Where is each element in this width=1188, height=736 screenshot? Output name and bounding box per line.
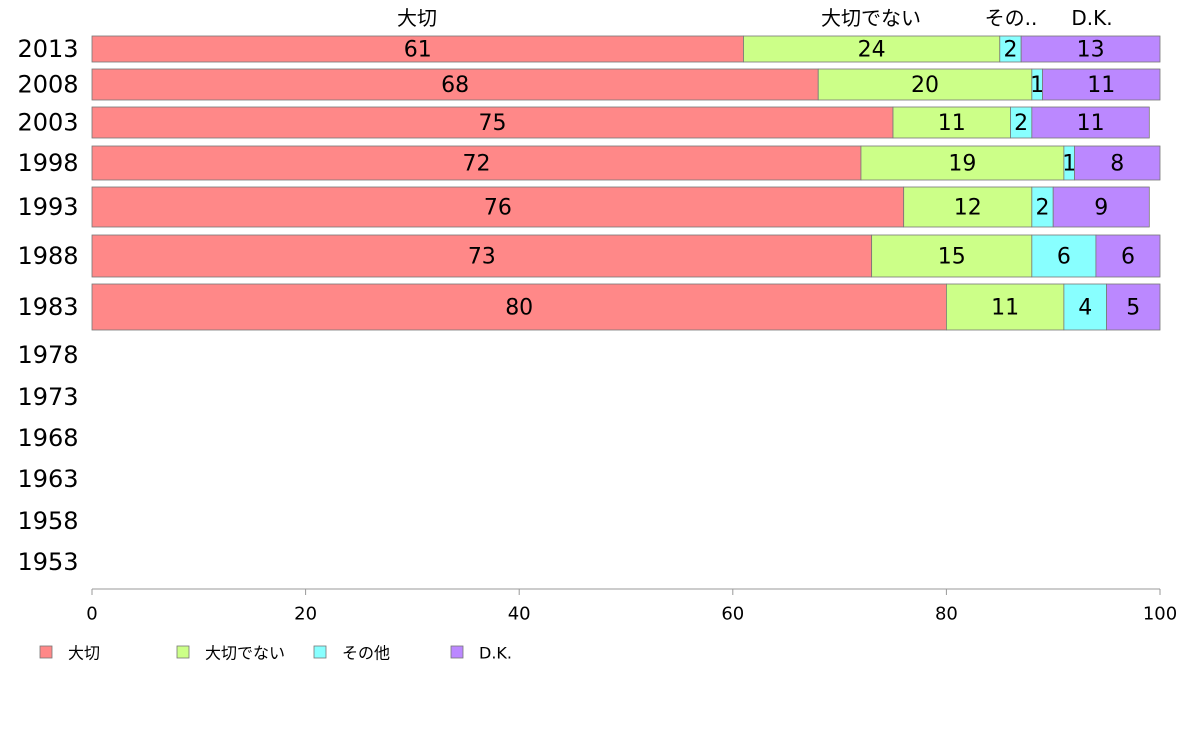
year-label: 2008 <box>17 71 78 99</box>
legend-swatch <box>39 645 53 659</box>
year-label: 1988 <box>17 242 78 270</box>
bar-segment <box>1042 68 1161 101</box>
bar-value-label: 11 <box>1087 73 1115 98</box>
bar-segment <box>1052 186 1150 228</box>
year-label: 1968 <box>17 424 78 452</box>
x-tick-label: 60 <box>721 604 744 625</box>
bar-value-label: 13 <box>1077 38 1105 63</box>
bar-value-label: 76 <box>484 196 512 221</box>
bar-segment <box>91 35 744 63</box>
bar-value-label: 2 <box>1036 196 1050 221</box>
bar-value-label: 75 <box>479 111 507 136</box>
bar-value-label: 12 <box>954 196 982 221</box>
year-label: 1993 <box>17 193 78 221</box>
legend-swatch <box>176 645 190 659</box>
year-label: 1998 <box>17 149 78 177</box>
bar-value-label: 8 <box>1110 152 1124 177</box>
x-tick-label: 20 <box>294 604 317 625</box>
bar-segment <box>1074 145 1161 181</box>
bar-value-label: 6 <box>1121 245 1135 270</box>
bar-segment <box>743 35 1001 63</box>
bar-segment <box>1020 35 1161 63</box>
year-label: 1978 <box>17 341 78 369</box>
year-label: 1958 <box>17 507 78 535</box>
bar-segment <box>1106 283 1161 331</box>
bar-value-label: 72 <box>462 152 490 177</box>
bar-segment <box>91 234 873 278</box>
series-header: 大切 <box>397 6 437 30</box>
bar-value-label: 68 <box>441 73 469 98</box>
legend-label: その他 <box>342 644 390 663</box>
bar-segment <box>1095 234 1161 278</box>
bar-segment <box>946 283 1065 331</box>
year-label: 1983 <box>17 293 78 321</box>
bar-value-label: 1 <box>1030 73 1044 98</box>
bar-segment <box>871 234 1033 278</box>
bar-segment <box>91 145 862 181</box>
bar-segment <box>1031 106 1150 139</box>
bar-segment <box>892 106 1011 139</box>
bar-segment <box>1031 234 1097 278</box>
series-header: その.. <box>985 6 1038 30</box>
x-tick-label: 100 <box>1143 604 1177 625</box>
legend-swatch <box>313 645 327 659</box>
legend-label: D.K. <box>479 644 512 663</box>
bar-value-label: 5 <box>1126 296 1140 321</box>
x-tick-label: 80 <box>935 604 958 625</box>
bar-value-label: 15 <box>938 245 966 270</box>
bar-value-label: 1 <box>1062 152 1076 177</box>
bar-segment <box>903 186 1033 228</box>
bar-segment <box>91 186 905 228</box>
legend-label: 大切 <box>68 644 100 663</box>
bar-value-label: 2 <box>1014 111 1028 136</box>
x-tick-label: 40 <box>508 604 531 625</box>
bar-value-label: 11 <box>938 111 966 136</box>
bar-value-label: 11 <box>1077 111 1105 136</box>
bar-segment <box>1063 283 1108 331</box>
year-label: 1973 <box>17 383 78 411</box>
legend: 大切 大切でない その他 D.K. <box>39 644 512 663</box>
year-labels: 2013 2008 2003 1998 1993 1988 1983 1978 1973 1968… <box>17 35 78 576</box>
bar-value-label: 73 <box>468 245 496 270</box>
year-label: 2013 <box>17 35 78 63</box>
legend-swatch <box>450 645 464 659</box>
bar-value-label: 19 <box>948 152 976 177</box>
bar-segment <box>91 106 894 139</box>
bar-value-label: 6 <box>1057 245 1071 270</box>
bar-value-label: 9 <box>1094 196 1108 221</box>
bar-value-label: 61 <box>404 38 432 63</box>
series-header: D.K. <box>1071 6 1112 30</box>
year-label: 1963 <box>17 465 78 493</box>
bar-value-label: 80 <box>505 296 533 321</box>
series-headers: 大切 大切でない その.. D.K. <box>397 6 1113 30</box>
series-header: 大切でない <box>821 6 921 30</box>
year-label: 1953 <box>17 548 78 576</box>
x-axis: 0 20 40 60 80 100 <box>86 588 1177 625</box>
bar-segment <box>860 145 1065 181</box>
bar-value-label: 20 <box>911 73 939 98</box>
bar-value-label: 4 <box>1078 296 1092 321</box>
x-tick-label: 0 <box>86 604 97 625</box>
legend-label: 大切でない <box>205 644 285 663</box>
bar-value-label: 11 <box>991 296 1019 321</box>
year-label: 2003 <box>17 109 78 137</box>
bar-value-label: 2 <box>1003 38 1017 63</box>
bar-segment <box>817 68 1033 101</box>
bar-segment <box>91 68 819 101</box>
bar-value-label: 24 <box>858 38 886 63</box>
bar-segment <box>91 283 947 331</box>
